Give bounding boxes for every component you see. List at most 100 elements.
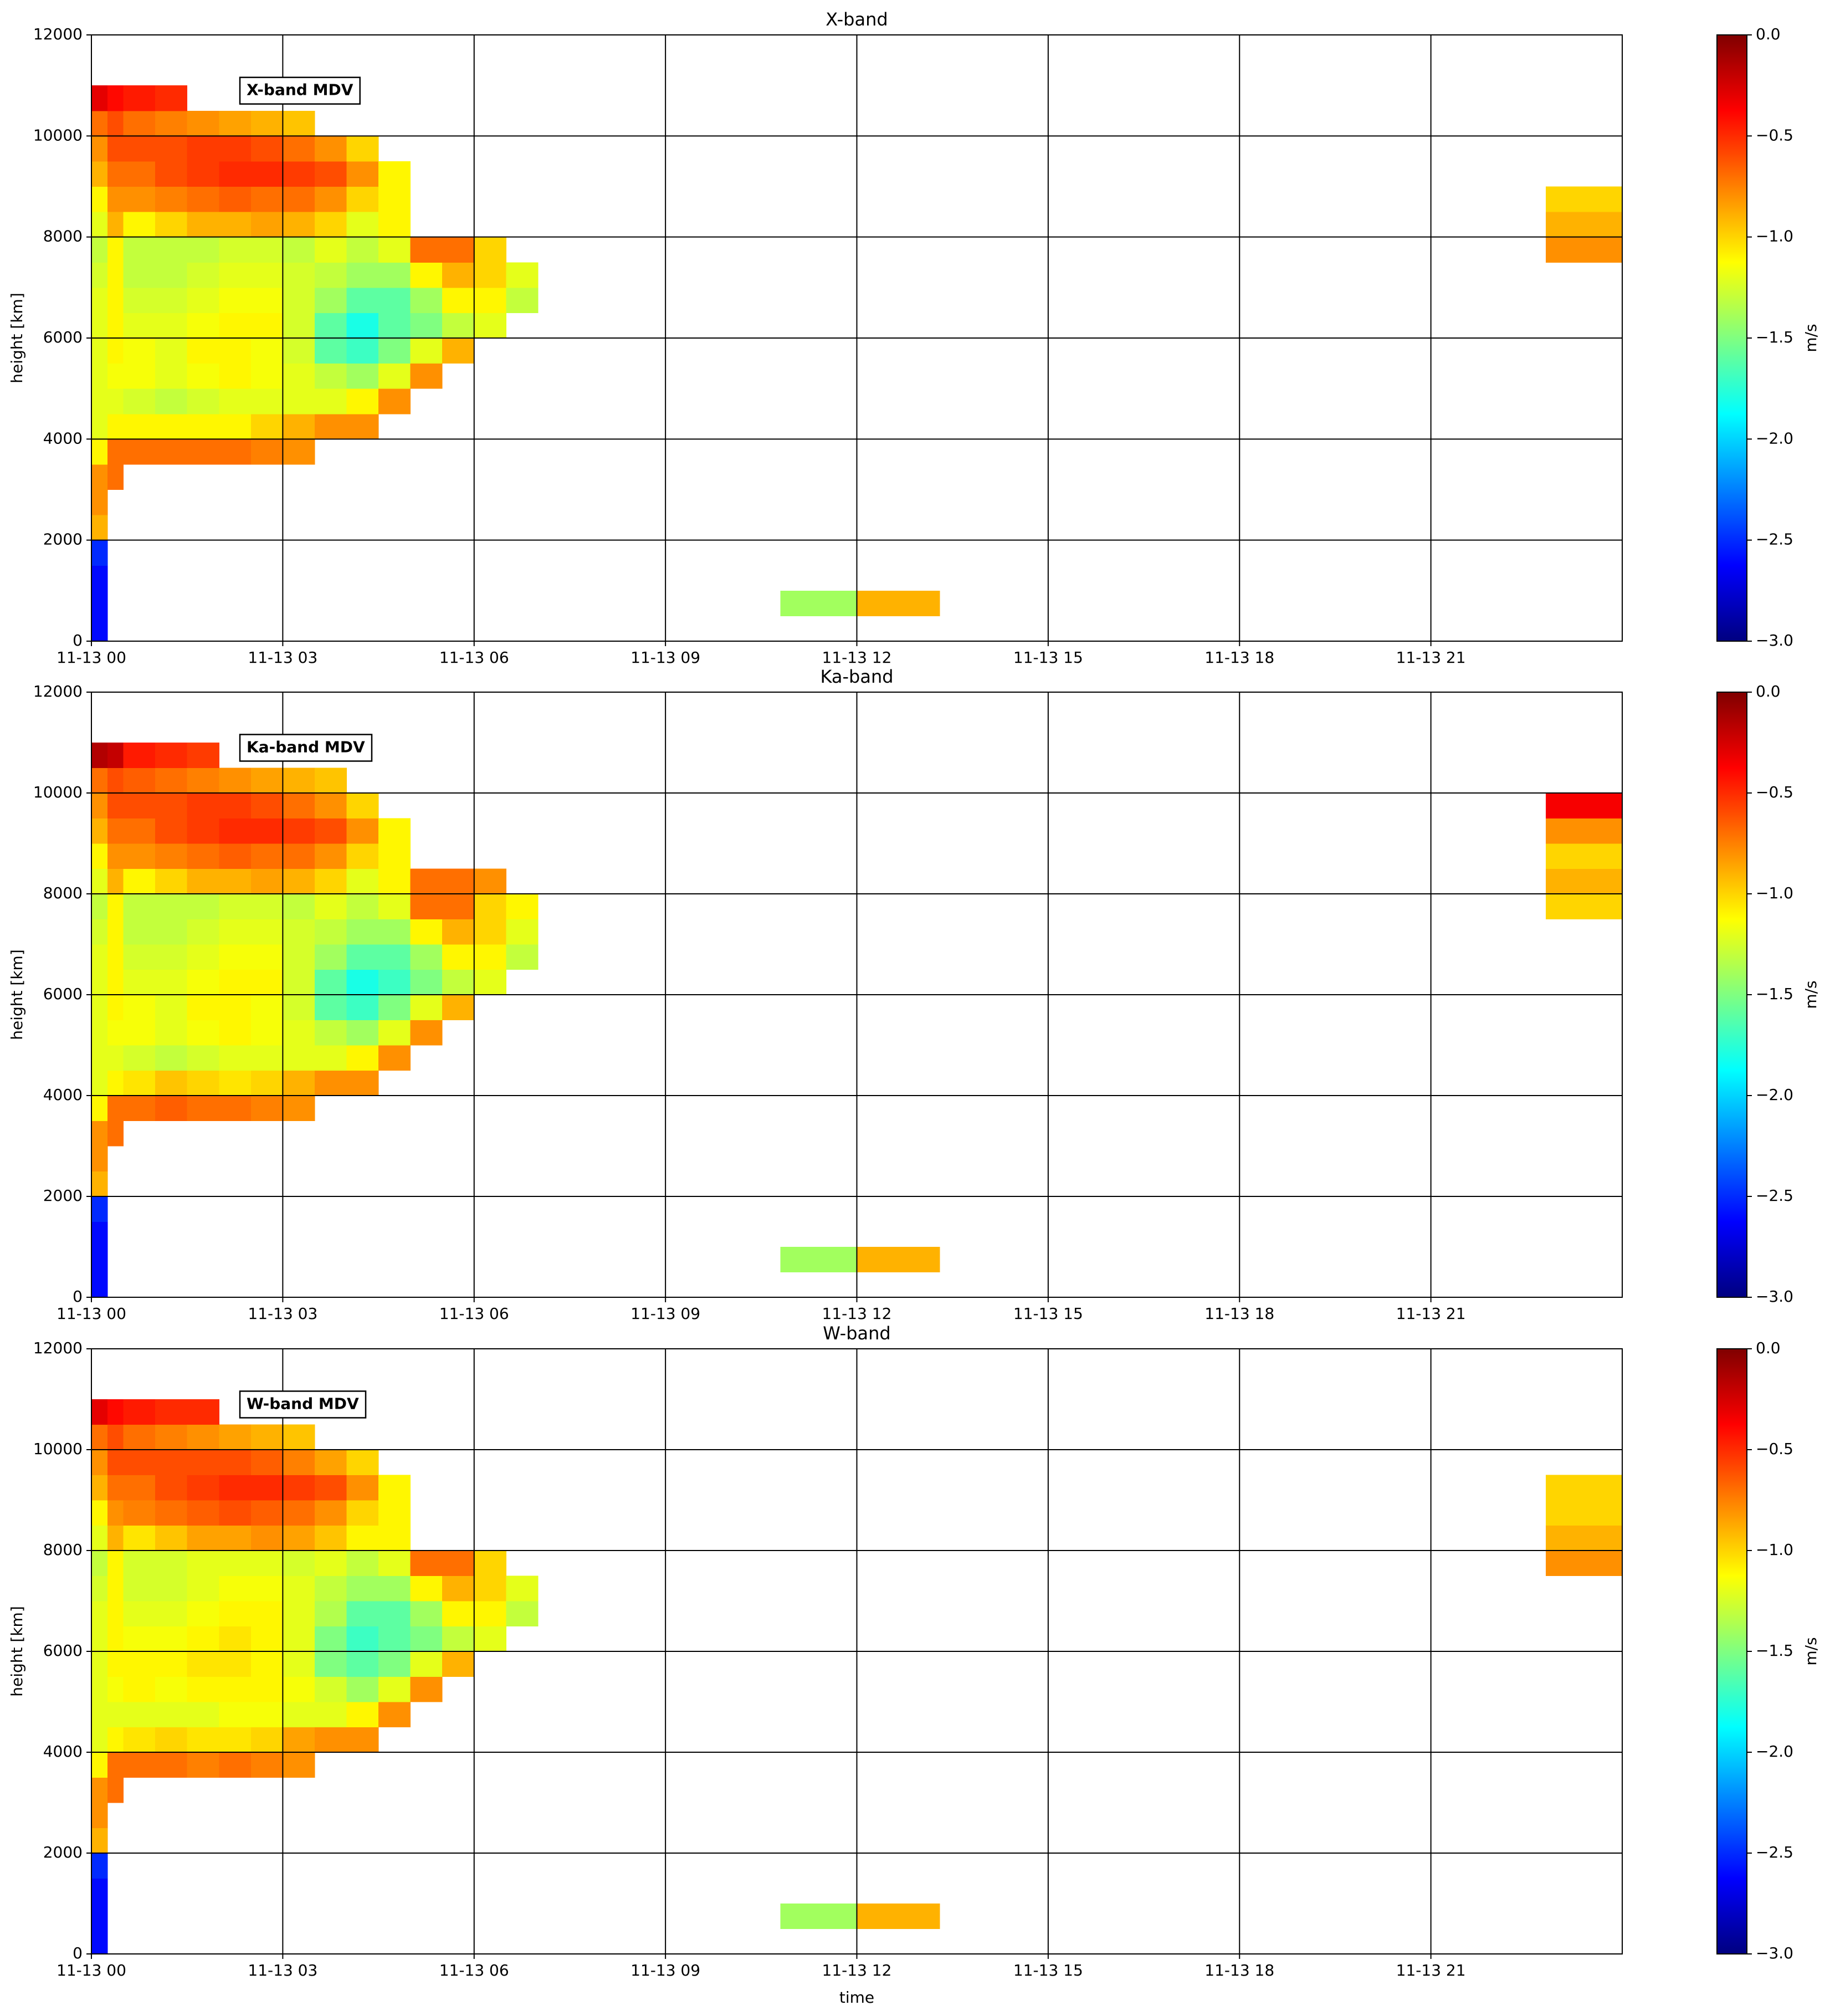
heatmap-cell	[107, 237, 124, 263]
heatmap-cell	[219, 868, 252, 894]
heatmap-cell	[107, 793, 124, 818]
heatmap-cell	[107, 413, 124, 439]
heatmap-cell	[91, 515, 108, 541]
heatmap-cell	[91, 1853, 108, 1879]
heatmap-cell	[283, 388, 315, 415]
heatmap-cell	[780, 1904, 857, 1929]
heatmap-cell	[155, 944, 188, 970]
heatmap-cell	[474, 868, 506, 894]
heatmap-cell	[107, 1475, 124, 1501]
heatmap-cell	[378, 363, 411, 389]
heatmap-cell	[346, 1070, 379, 1096]
heatmap-cell	[123, 969, 156, 995]
heatmap-cell	[219, 1626, 252, 1652]
heatmap-cell	[107, 161, 124, 187]
heatmap-cell	[442, 919, 475, 945]
heatmap-cell	[283, 944, 315, 970]
heatmap-cell	[410, 262, 443, 288]
heatmap-cell	[107, 1601, 124, 1626]
heatmap-cell	[250, 894, 283, 919]
heatmap-cell	[123, 1551, 156, 1576]
heatmap-cell	[250, 439, 283, 465]
heatmap-cell	[219, 363, 252, 389]
heatmap-cell	[219, 186, 252, 212]
heatmap-cell	[1545, 843, 1623, 869]
heatmap-cell	[283, 1424, 315, 1450]
heatmap-cell	[250, 1424, 283, 1450]
heatmap-cell	[107, 110, 124, 136]
x-axis-label: time	[839, 1988, 874, 2007]
annotation: X-band MDV	[247, 81, 353, 99]
heatmap-cell	[187, 1626, 219, 1652]
heatmap-cell	[314, 843, 347, 869]
heatmap-cell	[91, 1247, 108, 1272]
heatmap-cell	[187, 919, 219, 945]
heatmap-cell	[314, 1676, 347, 1702]
heatmap-cell	[91, 767, 108, 794]
heatmap-cell	[187, 136, 219, 162]
heatmap-cell	[155, 1651, 188, 1677]
heatmap-cell	[107, 262, 124, 288]
heatmap-cell	[123, 1676, 156, 1702]
heatmap-cell	[155, 1399, 188, 1425]
heatmap-cell	[155, 818, 188, 844]
heatmap-cell	[410, 363, 443, 389]
heatmap-cell	[250, 843, 283, 869]
heatmap-cell	[346, 919, 379, 945]
heatmap-cell	[250, 1676, 283, 1702]
heatmap-cell	[91, 1171, 108, 1197]
heatmap-cell	[314, 161, 347, 187]
y-tick-label: 8000	[43, 227, 83, 245]
heatmap-cell	[1545, 818, 1623, 844]
heatmap-cell	[91, 464, 108, 490]
y-axis-label: height [km]	[8, 1606, 26, 1697]
heatmap-cell	[410, 1651, 443, 1677]
heatmap-cell	[314, 212, 347, 238]
heatmap-cell	[378, 313, 411, 339]
heatmap-cell	[187, 1070, 219, 1096]
heatmap-cell	[123, 843, 156, 869]
heatmap-cell	[314, 767, 347, 794]
heatmap-cell	[250, 944, 283, 970]
heatmap-cell	[107, 212, 124, 238]
heatmap-cell	[187, 1651, 219, 1677]
heatmap-cell	[187, 313, 219, 339]
y-tick-label: 12000	[33, 1339, 83, 1357]
heatmap-cell	[91, 868, 108, 894]
heatmap-cell	[91, 1196, 108, 1222]
heatmap-cell	[378, 1702, 411, 1727]
heatmap-cell	[250, 818, 283, 844]
heatmap-cell	[442, 262, 475, 288]
heatmap-cell	[107, 969, 124, 995]
heatmap-cell	[91, 565, 108, 591]
heatmap-cell	[283, 843, 315, 869]
heatmap-cell	[219, 1651, 252, 1677]
heatmap-cell	[91, 363, 108, 389]
heatmap-cell	[410, 313, 443, 339]
heatmap-cell	[91, 1096, 108, 1121]
heatmap-cell	[442, 1575, 475, 1601]
heatmap-cell	[155, 1070, 188, 1096]
heatmap-cell	[107, 1651, 124, 1677]
heatmap-cell	[123, 1702, 156, 1727]
panel-title: Ka-band	[820, 666, 893, 687]
heatmap-cell	[155, 287, 188, 313]
heatmap-cell	[410, 944, 443, 970]
colorbar-tick-label: −2.0	[1756, 1742, 1793, 1761]
heatmap-cell	[283, 413, 315, 439]
heatmap-cell	[155, 919, 188, 945]
heatmap-cell	[91, 540, 108, 566]
heatmap-cell	[250, 1450, 283, 1475]
x-tick-label: 11-13 18	[1204, 1961, 1274, 1979]
heatmap-cell	[378, 894, 411, 919]
heatmap-cell	[107, 1575, 124, 1601]
y-tick-label: 4000	[43, 1742, 83, 1761]
colorbar-tick-label: −1.5	[1756, 985, 1793, 1003]
heatmap-cell	[857, 1247, 940, 1272]
heatmap-cell	[187, 1727, 219, 1753]
heatmap-cell	[187, 262, 219, 288]
heatmap-cell	[219, 287, 252, 313]
heatmap-cell	[283, 1045, 315, 1071]
heatmap-cell	[91, 1450, 108, 1475]
heatmap-cell	[107, 1120, 124, 1147]
